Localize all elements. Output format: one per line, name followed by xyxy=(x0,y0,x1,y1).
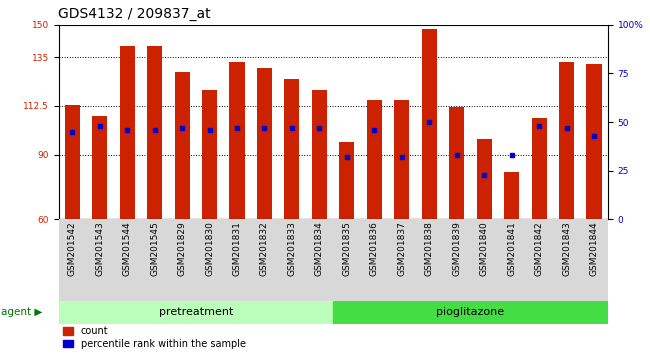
Text: GSM201544: GSM201544 xyxy=(123,221,132,276)
Bar xyxy=(476,139,491,219)
Text: GSM201843: GSM201843 xyxy=(562,221,571,276)
Bar xyxy=(586,64,601,219)
Legend: count, percentile rank within the sample: count, percentile rank within the sample xyxy=(63,326,246,349)
Bar xyxy=(58,301,333,324)
Text: GSM201830: GSM201830 xyxy=(205,221,214,276)
Bar xyxy=(532,118,547,219)
Bar xyxy=(559,62,574,219)
Bar xyxy=(65,105,80,219)
Text: GSM201829: GSM201829 xyxy=(177,221,187,276)
Text: GSM201842: GSM201842 xyxy=(534,221,543,276)
Text: GDS4132 / 209837_at: GDS4132 / 209837_at xyxy=(58,7,211,21)
Text: GSM201543: GSM201543 xyxy=(95,221,104,276)
Bar xyxy=(175,72,190,219)
Text: GSM201839: GSM201839 xyxy=(452,221,462,276)
Text: pretreatment: pretreatment xyxy=(159,307,233,318)
Text: GSM201844: GSM201844 xyxy=(590,221,599,276)
Bar xyxy=(339,142,354,219)
Text: pioglitazone: pioglitazone xyxy=(436,307,504,318)
Text: GSM201832: GSM201832 xyxy=(260,221,269,276)
Text: GSM201840: GSM201840 xyxy=(480,221,489,276)
Text: GSM201841: GSM201841 xyxy=(507,221,516,276)
Text: GSM201831: GSM201831 xyxy=(233,221,242,276)
Text: GSM201545: GSM201545 xyxy=(150,221,159,276)
Text: GSM201838: GSM201838 xyxy=(424,221,434,276)
Text: GSM201834: GSM201834 xyxy=(315,221,324,276)
Bar xyxy=(333,301,608,324)
Text: GSM201837: GSM201837 xyxy=(397,221,406,276)
Bar xyxy=(395,101,410,219)
Bar xyxy=(449,107,464,219)
Text: GSM201542: GSM201542 xyxy=(68,221,77,276)
Bar xyxy=(92,116,107,219)
Bar xyxy=(257,68,272,219)
Bar xyxy=(229,62,244,219)
Bar xyxy=(202,90,217,219)
Bar xyxy=(312,90,327,219)
Text: GSM201835: GSM201835 xyxy=(343,221,352,276)
Text: GSM201836: GSM201836 xyxy=(370,221,379,276)
Bar xyxy=(120,46,135,219)
Bar xyxy=(504,172,519,219)
Bar xyxy=(367,101,382,219)
Bar xyxy=(422,29,437,219)
Text: GSM201833: GSM201833 xyxy=(287,221,296,276)
Bar xyxy=(147,46,162,219)
Text: agent ▶: agent ▶ xyxy=(1,307,42,318)
Bar xyxy=(285,79,300,219)
